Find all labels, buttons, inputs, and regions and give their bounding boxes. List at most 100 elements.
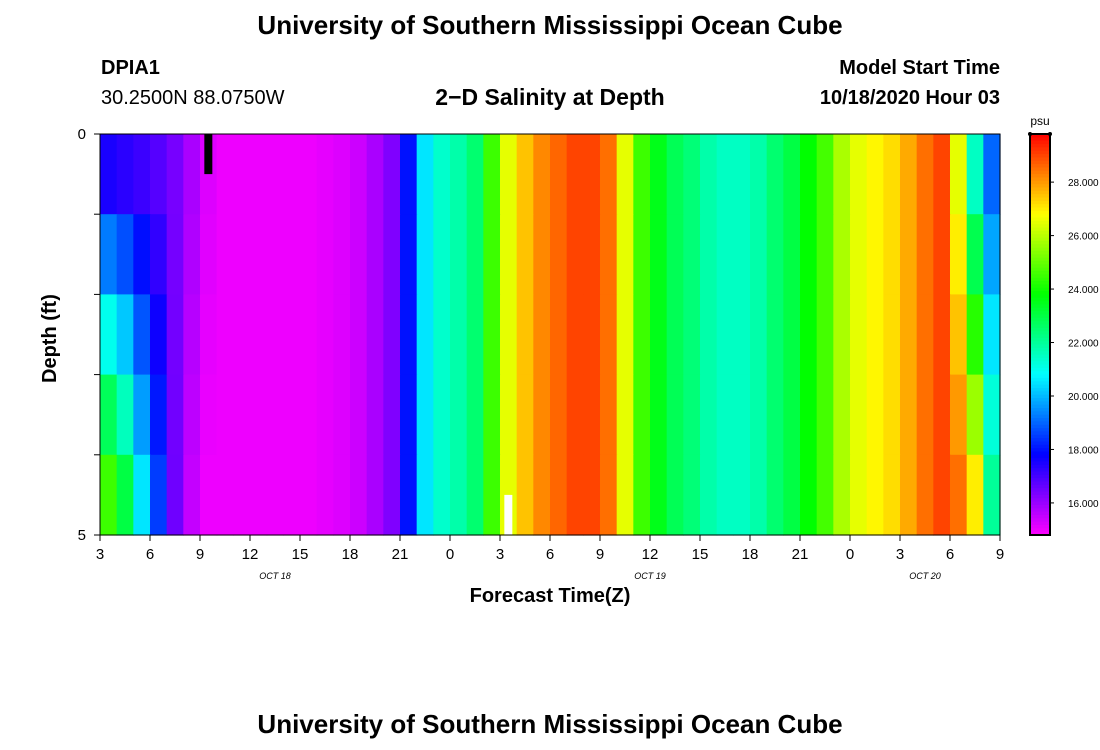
heatmap-cell — [216, 134, 234, 215]
time-marker-1 — [204, 134, 213, 175]
heatmap-cell — [633, 214, 651, 295]
colorbar-segment — [1030, 394, 1050, 399]
heatmap-cell — [200, 134, 218, 215]
heatmap-cell — [583, 134, 601, 215]
colorbar-segment — [1030, 367, 1050, 372]
heatmap-cell — [316, 214, 334, 295]
heatmap-cell — [500, 374, 518, 456]
heatmap-cell — [666, 374, 684, 456]
heatmap-cell — [966, 214, 984, 295]
heatmap-cell — [416, 294, 434, 376]
heatmap-cell — [850, 454, 868, 536]
chart-subtitle: 2−D Salinity at Depth — [435, 84, 665, 110]
colorbar-segment — [1030, 414, 1050, 419]
x-tick-label: 3 — [96, 546, 104, 563]
heatmap-cell — [116, 454, 134, 536]
heatmap-cell — [233, 294, 251, 376]
heatmap-cell — [916, 374, 934, 456]
heatmap-cell — [716, 454, 734, 536]
heatmap-cell — [400, 374, 418, 456]
colorbar-segment — [1030, 177, 1050, 182]
heatmap-cell — [883, 294, 901, 376]
colorbar-segment — [1030, 341, 1050, 346]
heatmap-cell — [100, 454, 118, 536]
station-id: DPIA1 — [101, 57, 160, 79]
heatmap-cell — [100, 134, 118, 215]
heatmap-cell — [450, 294, 468, 376]
heatmap-cell — [216, 294, 234, 376]
heatmap-cell — [150, 454, 168, 536]
colorbar-segment — [1030, 351, 1050, 356]
colorbar-segment — [1030, 434, 1050, 439]
heatmap-cell — [550, 134, 568, 215]
colorbar-frame — [1029, 133, 1051, 536]
heatmap-cell — [966, 294, 984, 376]
heatmap-cell — [883, 374, 901, 456]
x-tick-label: 21 — [392, 546, 409, 563]
heatmap-cell — [216, 454, 234, 536]
colorbar-segment — [1030, 204, 1050, 209]
heatmap-cell — [650, 214, 668, 295]
heatmap-cell — [733, 374, 751, 456]
heatmap-cell — [333, 134, 351, 215]
page-title-bottom: University of Southern Mississippi Ocean… — [257, 709, 843, 739]
colorbar-segment — [1030, 371, 1050, 376]
heatmap-cell — [500, 294, 518, 376]
heatmap-cell — [483, 294, 501, 376]
heatmap-cell — [866, 374, 884, 456]
colorbar-segment — [1030, 284, 1050, 289]
heatmap-cell — [600, 454, 618, 536]
heatmap-cell — [400, 294, 418, 376]
colorbar-segment — [1030, 307, 1050, 312]
colorbar-segment — [1030, 244, 1050, 249]
heatmap-cell — [550, 374, 568, 456]
heatmap-cell — [183, 214, 201, 295]
colorbar-tick-label: 20.000 — [1068, 392, 1099, 403]
heatmap-cell — [600, 214, 618, 295]
heatmap-cell — [683, 294, 701, 376]
x-tick-label: 21 — [792, 546, 809, 563]
heatmap-cell — [650, 454, 668, 536]
colorbar-segment — [1030, 327, 1050, 332]
heatmap-cell — [266, 374, 284, 456]
colorbar-segment — [1030, 404, 1050, 409]
heatmap-cell — [550, 454, 568, 536]
heatmap-cell — [116, 374, 134, 456]
heatmap-cell — [966, 134, 984, 215]
heatmap-cell — [300, 454, 318, 536]
colorbar-segment — [1030, 197, 1050, 202]
heatmap-cell — [216, 214, 234, 295]
x-tick-label: 9 — [196, 546, 204, 563]
heatmap-cell — [100, 294, 118, 376]
heatmap-cell — [450, 454, 468, 536]
station-coords: 30.2500N 88.0750W — [101, 87, 285, 109]
heatmap-cell — [983, 134, 1001, 215]
heatmap-cell — [333, 214, 351, 295]
colorbar-segment — [1030, 190, 1050, 195]
x-date-label: OCT 19 — [634, 571, 666, 581]
heatmap-cell — [350, 374, 368, 456]
heatmap-cell — [383, 134, 401, 215]
colorbar-segment — [1030, 468, 1050, 473]
colorbar-segment — [1030, 254, 1050, 259]
heatmap-cell — [350, 214, 368, 295]
colorbar-corner-dot — [1048, 132, 1052, 136]
heatmap-cell — [183, 134, 201, 215]
heatmap-cell — [483, 134, 501, 215]
heatmap-cell — [400, 454, 418, 536]
x-tick-label: 9 — [596, 546, 604, 563]
heatmap-cell — [616, 454, 634, 536]
heatmap-cell — [150, 214, 168, 295]
heatmap-cell — [366, 454, 384, 536]
heatmap-cell — [766, 214, 784, 295]
x-tick-label: 0 — [846, 546, 854, 563]
heatmap-cell — [416, 374, 434, 456]
heatmap-cell — [833, 294, 851, 376]
heatmap-cell — [850, 214, 868, 295]
heatmap-cell — [666, 134, 684, 215]
colorbar-segment — [1030, 234, 1050, 239]
heatmap-cell — [166, 214, 184, 295]
colorbar-segment — [1030, 281, 1050, 285]
colorbar-segment — [1030, 421, 1050, 426]
